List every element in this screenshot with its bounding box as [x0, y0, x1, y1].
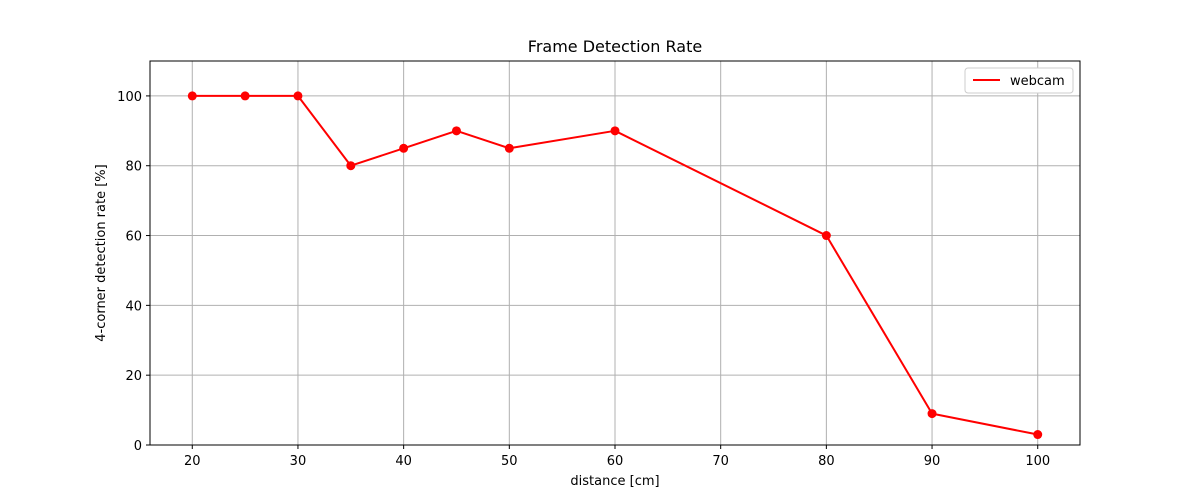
chart-title: Frame Detection Rate — [528, 37, 702, 56]
data-point — [610, 126, 620, 136]
data-point — [240, 91, 250, 101]
x-tick-label: 80 — [818, 454, 835, 469]
y-axis-ticks: 0 20 40 60 80 100 — [117, 90, 150, 454]
x-tick-label: 40 — [395, 454, 412, 469]
y-tick-label: 0 — [134, 439, 142, 454]
x-tick-label: 30 — [290, 454, 307, 469]
y-tick-label: 40 — [125, 299, 142, 314]
data-point — [504, 143, 514, 153]
data-point — [187, 91, 197, 101]
y-tick-label: 60 — [125, 230, 142, 245]
y-axis-label: 4-corner detection rate [%] — [94, 164, 109, 341]
x-tick-label: 70 — [712, 454, 729, 469]
legend-box — [964, 67, 1074, 94]
data-point — [293, 91, 303, 101]
y-tick-label: 20 — [125, 369, 142, 384]
data-point — [821, 231, 831, 241]
series-layer — [187, 91, 1043, 440]
data-point — [1033, 430, 1043, 440]
data-point — [346, 161, 356, 171]
x-tick-label: 90 — [924, 454, 941, 469]
x-tick-label: 20 — [184, 454, 201, 469]
y-tick-label: 80 — [125, 160, 142, 175]
x-tick-label: 100 — [1025, 454, 1050, 469]
y-tick-label: 100 — [117, 90, 142, 105]
legend-label-webcam: webcam — [1010, 74, 1065, 89]
data-point — [399, 143, 409, 153]
x-tick-label: 60 — [607, 454, 624, 469]
data-point — [927, 409, 937, 419]
legend: webcam — [964, 67, 1074, 94]
data-point — [451, 126, 461, 136]
x-axis-ticks: 20 30 40 50 60 70 80 90 100 — [184, 445, 1050, 469]
x-tick-label: 50 — [501, 454, 518, 469]
x-axis-label: distance [cm] — [570, 474, 659, 489]
